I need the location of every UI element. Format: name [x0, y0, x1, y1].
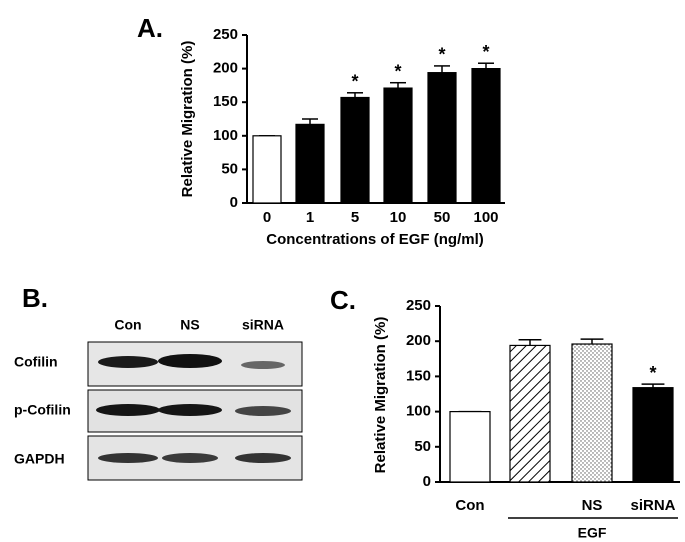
x-tick-label: 100	[473, 209, 498, 226]
y-tick-label: 100	[213, 127, 238, 144]
blot-row-label: GAPDH	[14, 451, 65, 467]
blot-row-label: p-Cofilin	[14, 402, 71, 418]
y-tick-label: 100	[406, 403, 431, 420]
y-axis-label: Relative Migration (%)	[179, 41, 196, 198]
significance-label: *	[351, 72, 358, 92]
significance-label: *	[649, 363, 656, 383]
y-tick-label: 150	[213, 93, 238, 110]
x-tick-label: Con	[455, 497, 484, 514]
x-axis-label: Concentrations of EGF (ng/ml)	[266, 231, 484, 248]
blot-column-label: siRNA	[242, 317, 284, 333]
y-tick-label: 200	[213, 60, 238, 77]
panel-label: C.	[330, 285, 356, 315]
x-tick-label: 10	[390, 209, 407, 226]
blot-image	[87, 341, 303, 481]
bar	[449, 411, 491, 483]
panel-label: B.	[22, 283, 48, 313]
x-tick-label: 1	[306, 209, 314, 226]
bar	[340, 96, 370, 204]
significance-label: *	[482, 42, 489, 62]
bar	[252, 135, 282, 204]
x-tick-label: 5	[351, 209, 359, 226]
y-tick-label: 150	[406, 367, 431, 384]
x-tick-label: siRNA	[630, 497, 675, 514]
blot-row-label: Cofilin	[14, 354, 58, 370]
bar	[383, 87, 413, 204]
bar	[295, 123, 325, 204]
y-tick-label: 250	[406, 297, 431, 314]
bar	[571, 343, 613, 483]
significance-label: *	[438, 45, 445, 65]
blot-column-label: Con	[114, 317, 141, 333]
y-tick-label: 250	[213, 26, 238, 43]
bar	[471, 67, 501, 204]
blot-column-label: NS	[180, 317, 199, 333]
bar	[632, 387, 674, 483]
y-tick-label: 50	[414, 438, 431, 455]
x-tick-label: 50	[434, 209, 451, 226]
y-tick-label: 50	[221, 160, 238, 177]
significance-label: *	[394, 61, 401, 81]
bar	[427, 72, 457, 204]
panel-label: A.	[137, 13, 163, 43]
group-label: EGF	[578, 525, 607, 541]
y-tick-label: 0	[423, 473, 431, 490]
x-tick-label: NS	[582, 497, 603, 514]
bar	[509, 344, 551, 483]
x-tick-label: 0	[263, 209, 271, 226]
y-axis-label: Relative Migration (%)	[372, 317, 389, 474]
y-tick-label: 200	[406, 332, 431, 349]
y-tick-label: 0	[230, 194, 238, 211]
